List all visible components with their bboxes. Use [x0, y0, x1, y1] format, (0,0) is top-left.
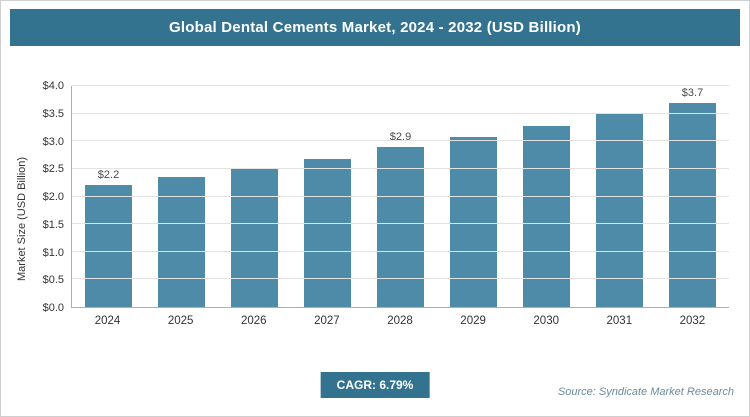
- x-axis-tick-label-2024: 2024: [94, 315, 121, 327]
- y-axis-tick-label: $2.0: [42, 191, 64, 203]
- bar-2027: [304, 158, 351, 307]
- gridline: [72, 85, 729, 86]
- y-axis-tick-label: $0.5: [42, 274, 64, 287]
- y-axis-tick-label: $3.0: [42, 135, 64, 148]
- gridline: [72, 278, 729, 280]
- bars-row: $2.2 $2.9 $3.7: [72, 86, 729, 307]
- x-axis-tick-label-2027: 2027: [314, 315, 340, 327]
- bar-slot-2028: $2.9: [364, 86, 437, 307]
- gridline: [72, 167, 729, 169]
- bar-2031: [596, 113, 643, 307]
- bar-slot-2026: [218, 86, 291, 307]
- x-axis-tick-label-2030: 2030: [533, 315, 559, 327]
- x-axis-tick-label-2029: 2029: [460, 315, 486, 327]
- plot-area: $2.2 $2.9 $3.7: [71, 85, 729, 308]
- bar-2024: [85, 185, 132, 307]
- gridline: [72, 112, 729, 114]
- x-axis-tick-label-2026: 2026: [240, 315, 267, 327]
- chart-title: Global Dental Cements Market, 2024 - 203…: [169, 19, 581, 36]
- y-axis-tick-label: $3.5: [42, 107, 64, 120]
- bar-2032: [669, 102, 716, 307]
- bar-slot-2032: $3.7: [656, 86, 729, 307]
- bar-2025: [158, 177, 205, 307]
- x-axis-tick-label-2025: 2025: [167, 315, 194, 327]
- gridline: [72, 223, 729, 225]
- x-axis-labels: 2024 2025 2026 2027 2028 2029 2030 2031 2032: [71, 315, 729, 327]
- x-axis-tick-label-2028: 2028: [387, 315, 413, 327]
- plot-column: $2.2 $2.9 $3.7 2024 2025 2026 2027 2028 2029 203…: [71, 85, 729, 330]
- bar-2026: [231, 168, 278, 307]
- bar-2030: [523, 125, 570, 307]
- y-axis-tick-label: $1.0: [42, 246, 64, 259]
- bar-2028: [377, 146, 424, 307]
- y-axis-title: Market Size (USD Billion): [16, 156, 28, 282]
- y-axis-tick-label: $4.0: [42, 80, 64, 92]
- bar-slot-2025: [145, 86, 218, 307]
- bar-slot-2024: $2.2: [72, 86, 145, 307]
- bar-value-label-2028: $2.9: [389, 130, 412, 143]
- y-axis-tick-label: $1.5: [42, 218, 64, 231]
- y-axis-tick-label: $2.5: [42, 163, 64, 176]
- y-axis-ticks: $0.0 $0.5 $1.0 $1.5 $2.0 $2.5 $3.0 $3.5 $4.0: [31, 80, 71, 314]
- bar-value-label-2032: $3.7: [681, 86, 704, 99]
- cagr-badge: CAGR: 6.79%: [320, 372, 430, 398]
- bar-slot-2031: [583, 86, 656, 307]
- source-note: Source: Syndicate Market Research: [557, 386, 734, 398]
- gridline: [72, 140, 729, 142]
- chart-area: Market Size (USD Billion) $0.0 $0.5 $1.0 $1…: [13, 80, 729, 330]
- gridline: [72, 195, 729, 197]
- y-axis-tick-label: $0.0: [42, 302, 64, 314]
- chart-footer: CAGR: 6.79% Source: Syndicate Market Res…: [1, 372, 749, 400]
- bar-slot-2029: [437, 86, 510, 307]
- x-axis-tick-label-2031: 2031: [606, 315, 633, 327]
- bar-slot-2030: [510, 86, 583, 307]
- chart-title-bar: Global Dental Cements Market, 2024 - 203…: [10, 9, 740, 46]
- bar-value-label-2024: $2.2: [97, 169, 120, 182]
- x-axis-tick-label-2032: 2032: [679, 315, 706, 327]
- bar-slot-2027: [291, 86, 364, 307]
- gridline: [72, 250, 729, 252]
